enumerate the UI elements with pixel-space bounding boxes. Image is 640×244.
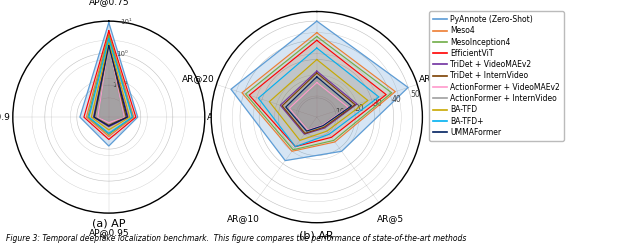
Polygon shape bbox=[95, 47, 126, 125]
Polygon shape bbox=[80, 23, 138, 146]
Polygon shape bbox=[89, 39, 132, 133]
Polygon shape bbox=[246, 37, 392, 150]
Polygon shape bbox=[249, 40, 386, 147]
Text: 50: 50 bbox=[410, 90, 420, 99]
Polygon shape bbox=[242, 33, 396, 151]
Title: (a) AP: (a) AP bbox=[92, 219, 125, 229]
Polygon shape bbox=[93, 45, 128, 127]
Text: 10⁰: 10⁰ bbox=[116, 51, 128, 57]
Polygon shape bbox=[259, 48, 379, 147]
Title: (b) AR: (b) AR bbox=[300, 230, 334, 240]
Polygon shape bbox=[92, 42, 130, 130]
Polygon shape bbox=[94, 46, 127, 126]
Text: 40: 40 bbox=[392, 95, 401, 104]
Polygon shape bbox=[231, 21, 408, 161]
Polygon shape bbox=[99, 50, 123, 121]
Polygon shape bbox=[88, 36, 132, 134]
Polygon shape bbox=[291, 84, 346, 129]
Polygon shape bbox=[231, 21, 408, 161]
Polygon shape bbox=[280, 71, 357, 134]
Polygon shape bbox=[84, 31, 136, 140]
Polygon shape bbox=[98, 49, 124, 123]
Text: 10⁻¹: 10⁻¹ bbox=[113, 82, 128, 88]
Text: Figure 3: Temporal deepfake localization benchmark.  This figure compares the pe: Figure 3: Temporal deepfake localization… bbox=[6, 234, 467, 243]
Polygon shape bbox=[285, 77, 351, 131]
Polygon shape bbox=[282, 73, 355, 133]
Polygon shape bbox=[80, 23, 138, 146]
Legend: PyAnnote (Zero-Shot), Meso4, MesoInception4, EfficientViT, TriDet + VideoMAEv2, : PyAnnote (Zero-Shot), Meso4, MesoIncepti… bbox=[429, 11, 564, 141]
Text: 30: 30 bbox=[373, 99, 383, 108]
Polygon shape bbox=[269, 60, 368, 140]
Polygon shape bbox=[86, 34, 134, 136]
Polygon shape bbox=[289, 82, 348, 130]
Text: 10: 10 bbox=[335, 108, 345, 117]
Text: 20: 20 bbox=[354, 104, 364, 113]
Text: 10¹: 10¹ bbox=[120, 19, 132, 25]
